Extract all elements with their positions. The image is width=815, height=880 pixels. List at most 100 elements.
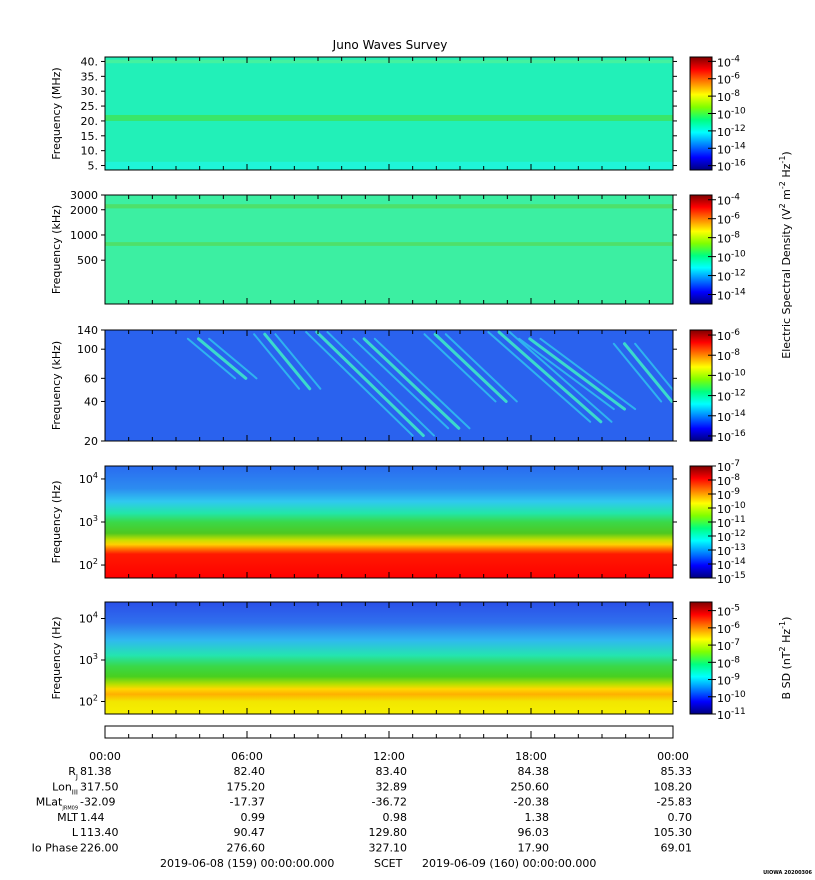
colorbar-tick-label: 10-11 xyxy=(717,515,746,530)
time-tick-label: 18:00 xyxy=(515,750,547,763)
ephemeris-value: -36.72 xyxy=(372,796,407,809)
y-axis-label: Frequency (kHz) xyxy=(50,205,63,294)
colorbar-tick-label: 10-8 xyxy=(717,473,740,488)
spectrogram-fill xyxy=(105,330,673,441)
time-tick-label: 12:00 xyxy=(373,750,405,763)
colorbar-tick-label: 10-14 xyxy=(717,141,746,156)
emission-streak xyxy=(487,331,592,423)
ephemeris-value: 250.60 xyxy=(511,780,550,793)
y-tick-label: 25. xyxy=(81,100,99,113)
y-axis-label: Frequency (Hz) xyxy=(50,481,63,564)
panels: 40. 35. 30. 25. 20. 15. 10. 5. Frequency (MHz) 10… xyxy=(50,54,746,722)
colorbar-tick-label: 10-12 xyxy=(717,124,746,139)
footer-end: 2019-06-09 (160) 00:00:00.000 xyxy=(422,857,596,870)
emission-streak xyxy=(274,333,322,390)
colorbar: 10-4 10-6 10-8 10-10 10-12 10-14 10-16 xyxy=(689,54,746,174)
ephemeris-value: 96.03 xyxy=(518,826,550,839)
y-tick-label: 60 xyxy=(84,372,98,385)
emission-streak xyxy=(433,332,508,403)
spectrogram-fill xyxy=(105,195,673,304)
emission-streak xyxy=(634,342,673,392)
y-tick-label: 35. xyxy=(81,70,99,83)
emission-streak xyxy=(373,337,471,430)
colorbar: 10-6 10-8 10-10 10-12 10-14 10-16 xyxy=(689,328,746,444)
colorbar-tick-label: 10-12 xyxy=(717,529,746,544)
ephemeris-value: 175.20 xyxy=(227,780,266,793)
ephemeris-value: 32.89 xyxy=(376,780,408,793)
ephemeris-table: RJ 81.38 82.40 83.40 84.38 85.33 LonIII 317.50 1… xyxy=(32,765,692,855)
colorbar-tick-label: 10-12 xyxy=(717,389,746,404)
y-tick-label: 104 xyxy=(79,471,98,486)
ephemeris-value: 129.80 xyxy=(369,826,408,839)
colorbar: 10-710-810-910-1010-1110-1210-1310-1410-… xyxy=(689,459,746,586)
ephemeris-value: 0.99 xyxy=(241,811,266,824)
colorbar-label-electric: Electric Spectral Density (V2 m-2 Hz-1) xyxy=(778,151,793,358)
y-tick-label: 15. xyxy=(81,130,99,143)
emission-streak xyxy=(518,337,615,411)
ephemeris-value: 105.30 xyxy=(654,826,693,839)
ephemeris-value: -32.09 xyxy=(80,796,115,809)
emission-streak xyxy=(263,332,312,391)
colorbar-scale xyxy=(689,194,713,305)
emission-band xyxy=(105,204,673,209)
colorbar-tick-label: 10-6 xyxy=(717,621,740,636)
emission-streak xyxy=(612,342,663,403)
time-tick-label: 00:00 xyxy=(657,750,689,763)
ephemeris-value: 113.40 xyxy=(80,826,119,839)
chart-title: Juno Waves Survey xyxy=(332,38,448,52)
ephemeris-value: 81.38 xyxy=(80,765,112,778)
time-tick-label: 06:00 xyxy=(231,750,263,763)
emission-streak xyxy=(497,330,603,424)
colorbar-tick-label: 10-10 xyxy=(717,501,746,516)
ephemeris-row-label: L xyxy=(72,826,79,839)
colorbar-tick-label: 10-6 xyxy=(717,328,740,343)
colorbar-scale xyxy=(689,601,713,715)
ephemeris-row-label: Io Phase xyxy=(32,842,79,855)
y-tick-label: 1000 xyxy=(70,229,98,242)
ephemeris-value: -17.37 xyxy=(230,796,265,809)
spectrogram-fill xyxy=(105,57,673,170)
ephemeris-value: 276.60 xyxy=(227,842,266,855)
ephemeris-value: 84.38 xyxy=(518,765,550,778)
emission-streak xyxy=(444,333,518,403)
colorbar-tick-label: 10-7 xyxy=(717,459,740,474)
y-tick-label: 20. xyxy=(81,115,99,128)
footer-frame: SCET xyxy=(374,857,403,870)
ephemeris-value: 327.10 xyxy=(369,842,408,855)
spectrogram-fill xyxy=(105,602,673,714)
colorbar-tick-label: 10-14 xyxy=(717,557,746,572)
y-axis-label: Frequency (kHz) xyxy=(50,341,63,430)
colorbar-scale xyxy=(689,329,713,442)
y-tick-label: 2000 xyxy=(70,204,98,217)
y-tick-label: 500 xyxy=(77,254,98,267)
colorbar-tick-label: 10-10 xyxy=(717,107,746,122)
emission-streak xyxy=(508,331,613,423)
colorbar-tick-label: 10-9 xyxy=(717,673,740,688)
emission-streak xyxy=(186,337,237,380)
y-tick-label: 30. xyxy=(81,85,99,98)
y-tick-label: 100 xyxy=(77,343,98,356)
colorbar-tick-label: 10-8 xyxy=(717,89,740,104)
emission-band xyxy=(105,114,673,121)
y-tick-label: 40. xyxy=(81,55,99,68)
colorbar-tick-label: 10-10 xyxy=(717,368,746,383)
y-axis-label: Frequency (Hz) xyxy=(50,617,63,700)
colorbar-tick-label: 10-14 xyxy=(717,409,746,424)
emission-streak xyxy=(196,337,248,380)
ephemeris-value: 317.50 xyxy=(80,780,119,793)
colorbar-tick-label: 10-11 xyxy=(717,707,746,722)
ephemeris-value: 90.47 xyxy=(234,826,266,839)
emission-streak xyxy=(208,337,258,380)
colorbar: 10-4 10-6 10-8 10-10 10-12 10-14 xyxy=(689,193,746,305)
ephemeris-value: 1.44 xyxy=(80,811,105,824)
colorbar-label-b: B SD (nT2 Hz-1) xyxy=(778,617,793,700)
ephemeris-value: 108.20 xyxy=(654,780,693,793)
ephemeris-value: 226.00 xyxy=(80,842,119,855)
colorbar-tick-label: 10-4 xyxy=(717,54,740,69)
emission-streak xyxy=(305,331,414,437)
y-tick-label: 103 xyxy=(79,514,98,529)
ephemeris-value: -25.83 xyxy=(657,796,692,809)
ephemeris-value: 1.38 xyxy=(525,811,550,824)
y-tick-label: 103 xyxy=(79,652,98,667)
